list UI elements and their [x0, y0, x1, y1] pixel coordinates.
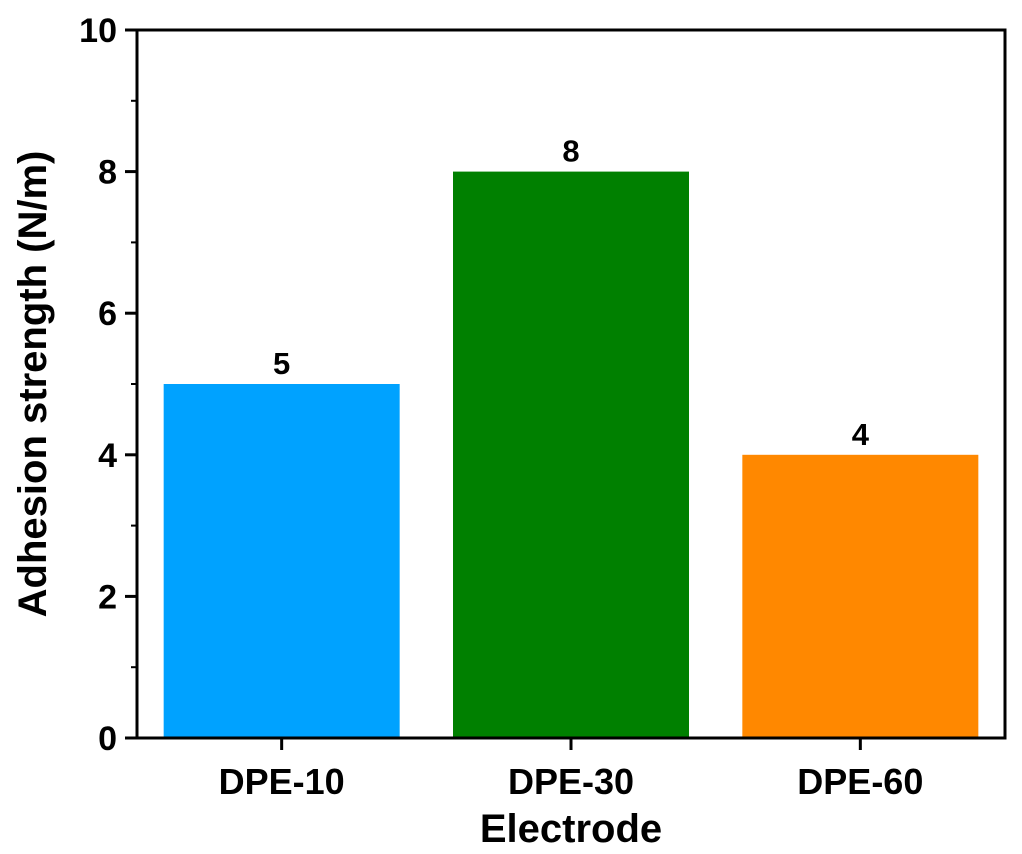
y-tick-label-0: 0 [98, 720, 117, 758]
plot-frame [135, 28, 1007, 740]
x-tick-label-dpe-30: DPE-30 [508, 761, 634, 802]
value-labels-layer: 5 8 4 [273, 134, 870, 452]
value-label-dpe-10: 5 [273, 346, 290, 381]
x-tick-label-dpe-10: DPE-10 [219, 761, 345, 802]
y-tick-label-8: 8 [98, 154, 117, 192]
value-label-dpe-60: 4 [852, 417, 870, 452]
y-axis-title: Adhesion strength (N/m) [11, 151, 55, 618]
y-tick-label-2: 2 [98, 578, 117, 616]
bar-dpe-60 [742, 454, 979, 738]
y-tick-label-10: 10 [79, 12, 117, 50]
x-axis-ticks: DPE-10 DPE-30 DPE-60 [219, 738, 923, 802]
bars-layer [163, 171, 979, 739]
y-tick-label-4: 4 [98, 437, 117, 475]
y-tick-label-6: 6 [98, 295, 117, 333]
bar-dpe-10 [163, 384, 400, 738]
bar-dpe-30 [453, 171, 689, 739]
x-tick-label-dpe-60: DPE-60 [797, 761, 923, 802]
value-label-dpe-30: 8 [562, 134, 579, 169]
x-axis-title: Electrode [480, 807, 662, 851]
y-axis-ticks: 0 2 4 6 8 10 [79, 12, 137, 758]
